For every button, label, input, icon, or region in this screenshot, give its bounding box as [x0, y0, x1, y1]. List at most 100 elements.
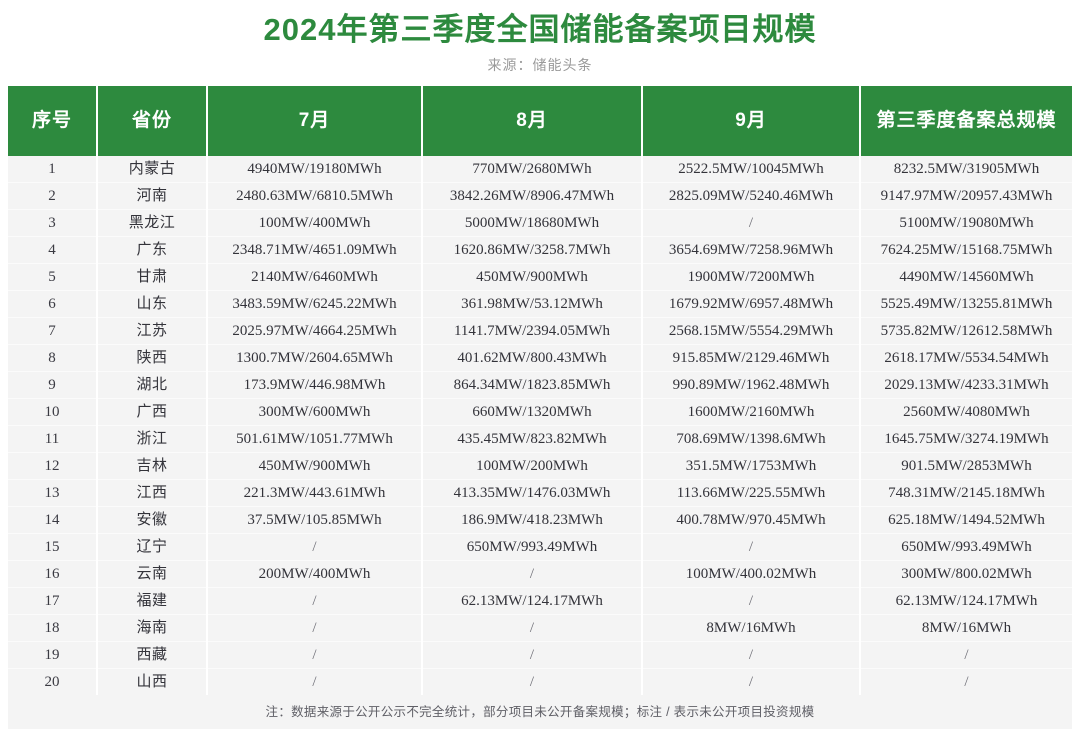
- cell-july: 200MW/400MWh: [207, 560, 423, 588]
- cell-september: /: [642, 209, 861, 237]
- cell-quarter-total: 300MW/800.02MWh: [860, 560, 1072, 588]
- table-row: 17 福建/62.13MW/124.17MWh/62.13MW/124.17MWh: [8, 587, 1072, 615]
- cell-august: /: [422, 641, 643, 669]
- cell-july: /: [207, 614, 423, 642]
- table-header-row: 序号 省份 7月 8月 9月 第三季度备案总规模: [8, 86, 1072, 156]
- cell-quarter-total: /: [860, 641, 1072, 669]
- cell-index: 20: [8, 668, 98, 695]
- cell-july: 173.9MW/446.98MWh: [207, 371, 423, 399]
- cell-july: 2025.97MW/4664.25MWh: [207, 317, 423, 345]
- cell-index: 1: [8, 156, 98, 183]
- cell-province: 云南: [97, 560, 208, 588]
- cell-province: 甘肃: [97, 263, 208, 291]
- cell-province: 湖北: [97, 371, 208, 399]
- cell-province: 山西: [97, 668, 208, 695]
- cell-index: 19: [8, 641, 98, 669]
- cell-quarter-total: /: [860, 668, 1072, 695]
- cell-province: 广东: [97, 236, 208, 264]
- table-row: 6 山东 3483.59MW/6245.22MWh 361.98MW/53.12MWh…: [8, 290, 1072, 318]
- cell-july: 450MW/900MWh: [207, 452, 423, 480]
- cell-september: 2825.09MW/5240.46MWh: [642, 182, 861, 210]
- table-body: 1 内蒙古 4940MW/19180MWh 770MW/2680MWh 2522.5MW…: [8, 156, 1072, 695]
- cell-province: 内蒙古: [97, 156, 208, 183]
- cell-quarter-total: 748.31MW/2145.18MWh: [860, 479, 1072, 507]
- cell-july: 37.5MW/105.85MWh: [207, 506, 423, 534]
- cell-july: /: [207, 533, 423, 561]
- column-header-july: 7月: [207, 86, 423, 156]
- cell-september: /: [642, 668, 861, 695]
- table-row: 10 广西 300MW/600MWh 660MW/1320MWh 1600MW/2160…: [8, 398, 1072, 426]
- table-row: 5 甘肃 2140MW/6460MWh 450MW/900MWh 1900MW/7200…: [8, 263, 1072, 291]
- cell-july: 501.61MW/1051.77MWh: [207, 425, 423, 453]
- column-header-august: 8月: [422, 86, 643, 156]
- table-row: 3 黑龙江 100MW/400MWh 5000MW/18680MWh/5100MW/1…: [8, 209, 1072, 237]
- cell-august: /: [422, 560, 643, 588]
- cell-index: 12: [8, 452, 98, 480]
- cell-august: 1620.86MW/3258.7MWh: [422, 236, 643, 264]
- cell-july: 221.3MW/443.61MWh: [207, 479, 423, 507]
- cell-index: 2: [8, 182, 98, 210]
- table-row: 1 内蒙古 4940MW/19180MWh 770MW/2680MWh 2522.5MW…: [8, 156, 1072, 183]
- cell-quarter-total: 5525.49MW/13255.81MWh: [860, 290, 1072, 318]
- cell-september: 100MW/400.02MWh: [642, 560, 861, 588]
- cell-index: 15: [8, 533, 98, 561]
- cell-august: 450MW/900MWh: [422, 263, 643, 291]
- cell-september: 2568.15MW/5554.29MWh: [642, 317, 861, 345]
- cell-august: 62.13MW/124.17MWh: [422, 587, 643, 615]
- cell-july: 1300.7MW/2604.65MWh: [207, 344, 423, 372]
- table-row: 4 广东 2348.71MW/4651.09MWh 1620.86MW/3258.7M…: [8, 236, 1072, 264]
- cell-september: 400.78MW/970.45MWh: [642, 506, 861, 534]
- cell-index: 10: [8, 398, 98, 426]
- cell-province: 浙江: [97, 425, 208, 453]
- cell-july: 4940MW/19180MWh: [207, 156, 423, 183]
- cell-index: 7: [8, 317, 98, 345]
- cell-august: 1141.7MW/2394.05MWh: [422, 317, 643, 345]
- cell-august: 3842.26MW/8906.47MWh: [422, 182, 643, 210]
- cell-august: 401.62MW/800.43MWh: [422, 344, 643, 372]
- table-row: 13 江西 221.3MW/443.61MWh 413.35MW/1476.03MWh…: [8, 479, 1072, 507]
- cell-index: 14: [8, 506, 98, 534]
- cell-index: 8: [8, 344, 98, 372]
- cell-province: 西藏: [97, 641, 208, 669]
- cell-province: 陕西: [97, 344, 208, 372]
- cell-september: 8MW/16MWh: [642, 614, 861, 642]
- cell-august: 5000MW/18680MWh: [422, 209, 643, 237]
- table-row: 15 辽宁/650MW/993.49MWh/650MW/993.49MWh: [8, 533, 1072, 561]
- column-header-province: 省份: [97, 86, 208, 156]
- cell-province: 福建: [97, 587, 208, 615]
- cell-province: 黑龙江: [97, 209, 208, 237]
- cell-september: /: [642, 641, 861, 669]
- column-header-september: 9月: [642, 86, 861, 156]
- page-subtitle-source: 来源：储能头条: [487, 57, 593, 73]
- table-row: 7 江苏 2025.97MW/4664.25MWh 1141.7MW/2394.05M…: [8, 317, 1072, 345]
- cell-august: 660MW/1320MWh: [422, 398, 643, 426]
- cell-index: 18: [8, 614, 98, 642]
- cell-quarter-total: 9147.97MW/20957.43MWh: [860, 182, 1072, 210]
- cell-september: 1600MW/2160MWh: [642, 398, 861, 426]
- cell-july: /: [207, 668, 423, 695]
- cell-index: 9: [8, 371, 98, 399]
- cell-september: 708.69MW/1398.6MWh: [642, 425, 861, 453]
- table-row: 14 安徽 37.5MW/105.85MWh 186.9MW/418.23MWh 400…: [8, 506, 1072, 534]
- table-footnote: 注：数据来源于公开公示不完全统计，部分项目未公开备案规模；标注 / 表示未公开项…: [8, 695, 1072, 729]
- cell-july: /: [207, 587, 423, 615]
- cell-september: 1900MW/7200MWh: [642, 263, 861, 291]
- table-row: 19 西藏 / / / /: [8, 641, 1072, 669]
- table-row: 11 浙江 501.61MW/1051.77MWh 435.45MW/823.82MW…: [8, 425, 1072, 453]
- cell-august: 864.34MW/1823.85MWh: [422, 371, 643, 399]
- cell-august: 413.35MW/1476.03MWh: [422, 479, 643, 507]
- cell-index: 17: [8, 587, 98, 615]
- cell-august: 361.98MW/53.12MWh: [422, 290, 643, 318]
- cell-quarter-total: 2560MW/4080MWh: [860, 398, 1072, 426]
- cell-province: 安徽: [97, 506, 208, 534]
- cell-province: 山东: [97, 290, 208, 318]
- cell-province: 江苏: [97, 317, 208, 345]
- cell-quarter-total: 1645.75MW/3274.19MWh: [860, 425, 1072, 453]
- cell-july: 2348.71MW/4651.09MWh: [207, 236, 423, 264]
- cell-quarter-total: 8232.5MW/31905MWh: [860, 156, 1072, 183]
- cell-province: 辽宁: [97, 533, 208, 561]
- cell-august: 650MW/993.49MWh: [422, 533, 643, 561]
- cell-september: 3654.69MW/7258.96MWh: [642, 236, 861, 264]
- cell-september: /: [642, 533, 861, 561]
